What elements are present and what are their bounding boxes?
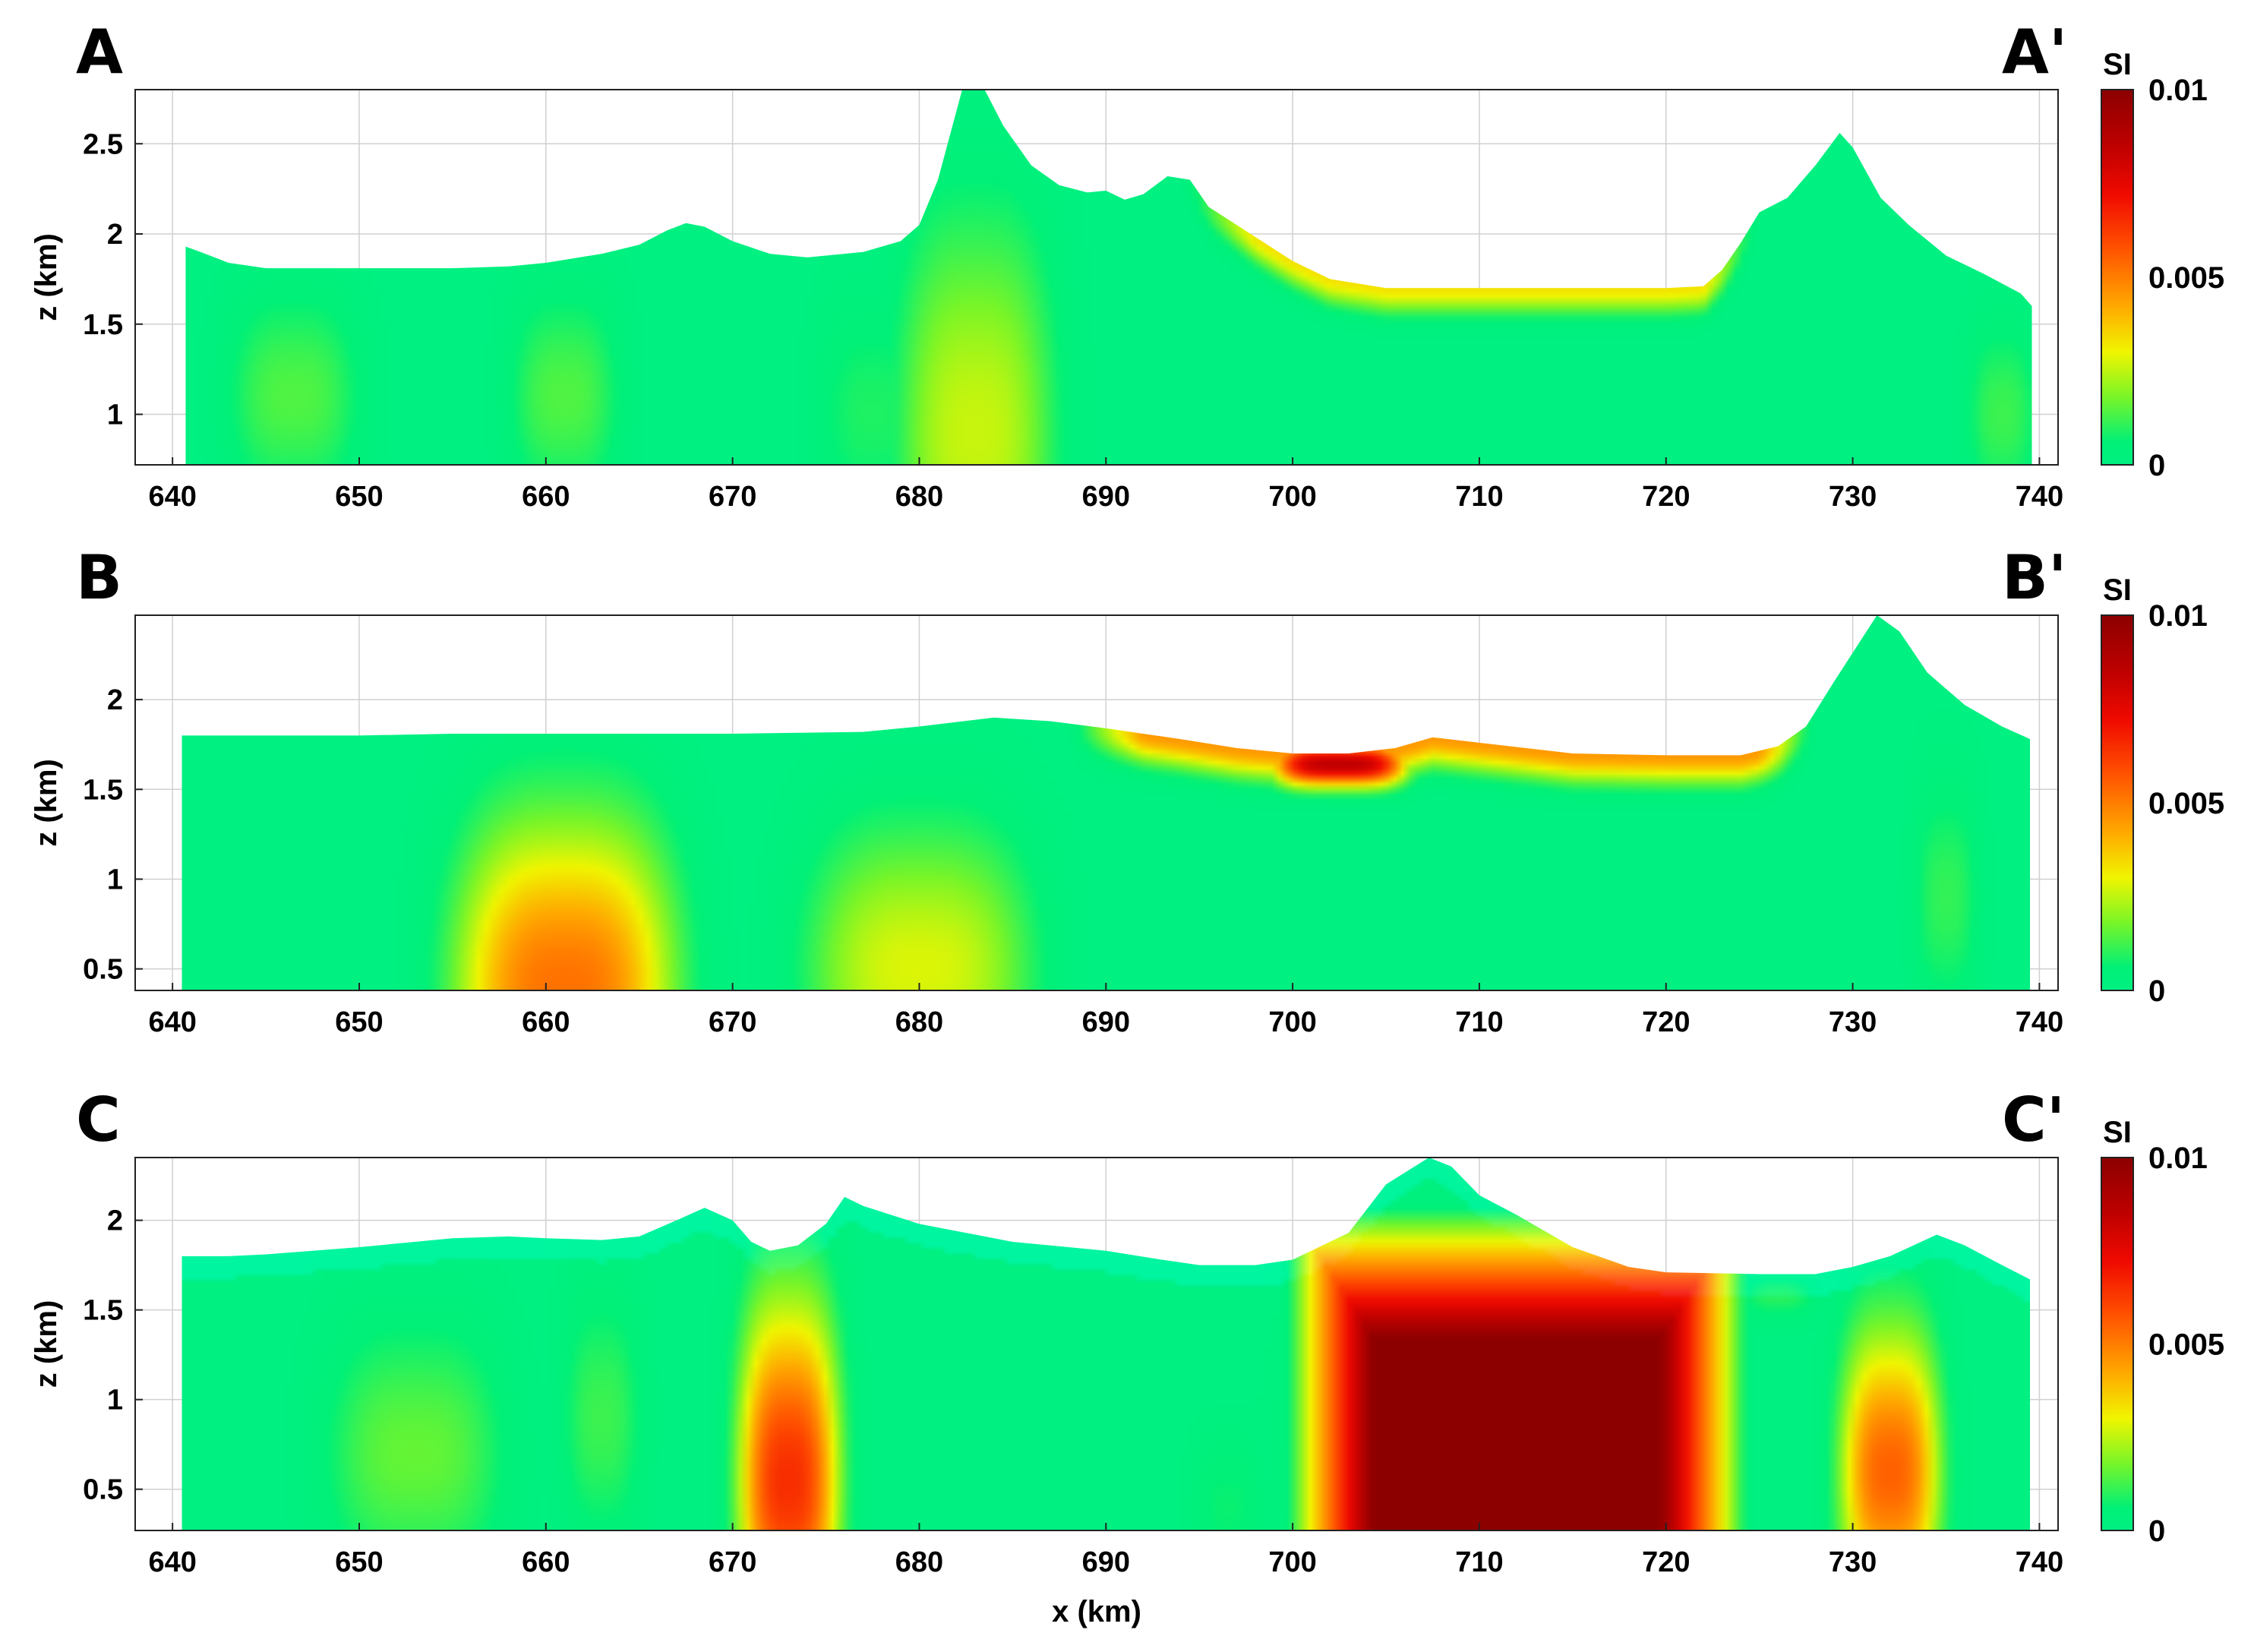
y-tick-label: 2 [107,219,123,251]
x-tick-label: 730 [1829,1006,1877,1038]
axes-frame [134,1157,2059,1531]
y-tick-label: 0.5 [83,1474,123,1506]
y-tick-label: 0.5 [83,954,123,986]
x-tick-label: 710 [1455,481,1503,513]
colorbar-gradient [2101,1157,2134,1531]
x-tick-label: 650 [335,1546,383,1578]
y-axis-label: z (km) [30,759,63,847]
panel-label-left: A [76,17,123,87]
colorbar-title: SI [2103,1116,2132,1149]
y-tick-label: 1.5 [83,774,123,806]
x-tick-label: 700 [1268,481,1316,513]
colorbar: SI 0.01 0.005 0 [2101,573,2224,1008]
panel-label-right: A' [2002,17,2067,87]
y-tick-label: 1 [107,400,123,431]
x-tick-label: 720 [1642,481,1690,513]
colorbar-tick-label: 0.01 [2148,599,2208,633]
y-tick-label: 1.5 [83,309,123,341]
y-tick-label: 1 [107,864,123,895]
x-tick-label: 670 [709,1006,756,1038]
x-axis-label: x (km) [1052,1595,1141,1628]
x-tick-label: 680 [895,1006,943,1038]
x-tick-label: 730 [1829,1546,1877,1578]
x-tick-label: 720 [1642,1006,1690,1038]
colorbar: SI 0.01 0.005 0 [2101,1116,2224,1548]
x-tick-label: 700 [1268,1546,1316,1578]
y-tick-label: 2 [107,684,123,716]
y-tick-label: 1 [107,1385,123,1417]
panel-C: 640 650 660 670 680 690 700 710 720 730 740 0.5 1 1.5… [30,1085,2224,1628]
x-tick-label: 730 [1829,481,1877,513]
x-tick-label: 660 [522,1006,570,1038]
x-tick-label: 690 [1082,1546,1130,1578]
colorbar-gradient [2101,89,2134,466]
panel-B: 640 650 660 670 680 690 700 710 720 730 740 0.5 1 1.5… [30,542,2224,1038]
x-tick-label: 640 [148,1546,196,1578]
x-tick-label: 640 [148,481,196,513]
colorbar-tick-label: 0.01 [2148,1142,2208,1175]
x-tick-label: 740 [2016,481,2063,513]
colorbar-tick-label: 0 [2148,449,2165,482]
panel-label-left: B [76,542,122,613]
y-axis-label: z (km) [30,1300,63,1388]
colorbar-gradient [2101,614,2134,991]
x-tick-label: 670 [709,1546,756,1578]
x-tick-label: 710 [1455,1006,1503,1038]
x-tick-label: 720 [1642,1546,1690,1578]
x-tick-label: 660 [522,1546,570,1578]
panel-label-right: B' [2002,542,2066,613]
x-tick-label: 680 [895,481,943,513]
panel-label-right: C' [2002,1085,2065,1155]
colorbar-title: SI [2103,48,2132,81]
x-tick-label: 710 [1455,1546,1503,1578]
axes-frame [134,614,2059,991]
x-tick-label: 680 [895,1546,943,1578]
colorbar-tick-label: 0 [2148,974,2165,1008]
y-tick-label: 2.5 [83,128,123,160]
colorbar-tick-label: 0.01 [2148,74,2208,107]
y-tick-label: 2 [107,1205,123,1237]
colorbar-tick-label: 0.005 [2148,1328,2224,1362]
colorbar-tick-label: 0.005 [2148,261,2224,295]
x-tick-label: 650 [335,481,383,513]
x-tick-label: 690 [1082,1006,1130,1038]
y-tick-label: 1.5 [83,1295,123,1327]
x-tick-label: 690 [1082,481,1130,513]
colorbar-title: SI [2103,573,2132,607]
panel-label-left: C [76,1085,121,1155]
colorbar: SI 0.01 0.005 0 [2101,48,2224,482]
x-tick-label: 740 [2016,1546,2063,1578]
axes-frame [134,89,2059,466]
x-tick-label: 740 [2016,1006,2063,1038]
colorbar-tick-label: 0 [2148,1515,2165,1548]
x-tick-label: 660 [522,481,570,513]
panel-A: 640 650 660 670 680 690 700 710 720 730 740 1 1.5 2 2.… [30,17,2224,513]
colorbar-tick-label: 0.005 [2148,787,2224,820]
x-tick-label: 650 [335,1006,383,1038]
x-tick-label: 700 [1268,1006,1316,1038]
x-tick-label: 640 [148,1006,196,1038]
x-tick-label: 670 [709,481,756,513]
y-axis-label: z (km) [30,233,63,321]
